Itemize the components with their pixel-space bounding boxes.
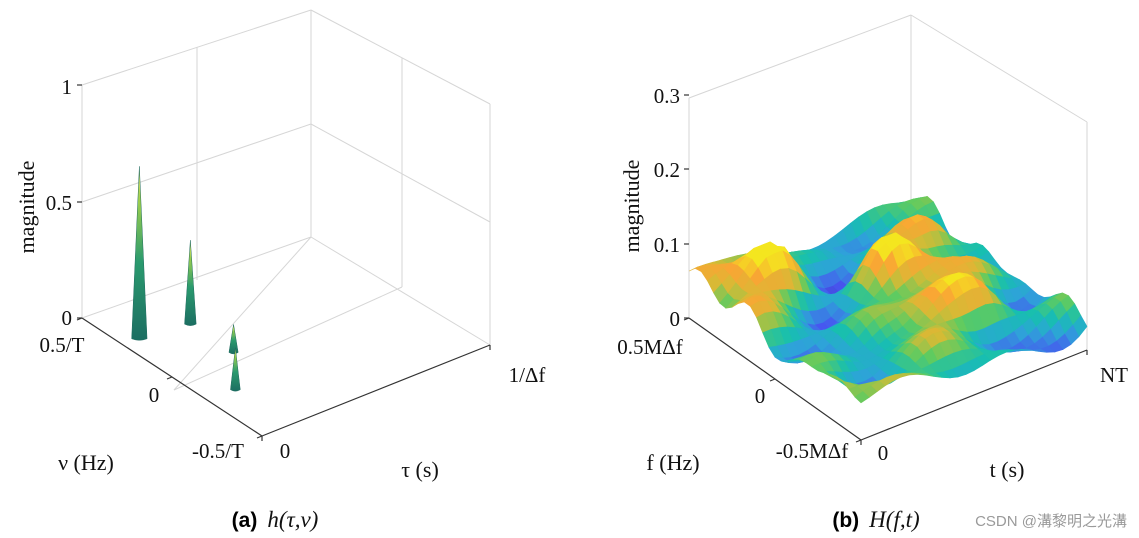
panel-a-nu-tick-zero: 0	[149, 383, 160, 407]
panel-b-xlabel: f (Hz)	[646, 450, 699, 475]
panel-a-z-tick-1: 1	[62, 75, 73, 99]
panel-b-surface-patch	[854, 391, 870, 404]
panel-b-z-tick-02: 0.2	[654, 158, 680, 182]
panel-a: 1 0.5 0 0.5/T 0 -0.5/T 0 1/Δf magnitude …	[14, 9, 546, 532]
panel-b-ylabel: t (s)	[990, 457, 1025, 482]
panel-a-grid	[81, 9, 491, 391]
panel-a-peak-3	[230, 347, 241, 392]
panel-a-peak-2	[184, 240, 197, 326]
panel-a-peak-4	[228, 324, 239, 355]
panel-a-tau-tick-max: 1/Δf	[509, 363, 546, 387]
panel-a-peaks	[131, 166, 241, 392]
panel-b-axes	[683, 94, 1088, 445]
panel-a-nu-tick-pos: 0.5/T	[40, 333, 85, 357]
panel-b-t-tick-zero: 0	[878, 441, 889, 465]
panel-b-t-tick-max: NT	[1100, 363, 1128, 387]
panel-b-caption: (b) H(f,t)	[832, 507, 919, 532]
panel-b-zlabel: magnitude	[619, 160, 644, 253]
panel-b: 0.3 0.2 0.1 0 0.5MΔf 0 -0.5MΔf 0 NT magn…	[617, 14, 1128, 532]
panel-a-z-tick-0: 0	[62, 306, 73, 330]
panel-b-f-tick-zero: 0	[755, 384, 766, 408]
panel-a-ylabel: τ (s)	[401, 457, 439, 482]
panel-b-z-tick-03: 0.3	[654, 84, 680, 108]
panel-a-axes	[76, 84, 491, 441]
panel-a-xlabel: ν (Hz)	[58, 450, 114, 475]
panel-a-peak-1	[131, 166, 148, 341]
panel-b-f-tick-neg: -0.5MΔf	[776, 439, 848, 463]
panel-b-f-tick-pos: 0.5MΔf	[617, 335, 682, 359]
panel-b-z-tick-0: 0	[670, 307, 681, 331]
panel-b-z-tick-01: 0.1	[654, 233, 680, 257]
panel-a-z-tick-05: 0.5	[46, 191, 72, 215]
watermark: CSDN @溝黎明之光溝	[975, 513, 1127, 530]
panel-b-surface	[688, 196, 1088, 404]
panel-a-nu-tick-neg: -0.5/T	[192, 439, 244, 463]
panel-a-zlabel: magnitude	[14, 161, 39, 254]
panel-a-tau-tick-zero: 0	[280, 439, 291, 463]
panel-a-caption: (a) h(τ,ν)	[232, 507, 319, 532]
